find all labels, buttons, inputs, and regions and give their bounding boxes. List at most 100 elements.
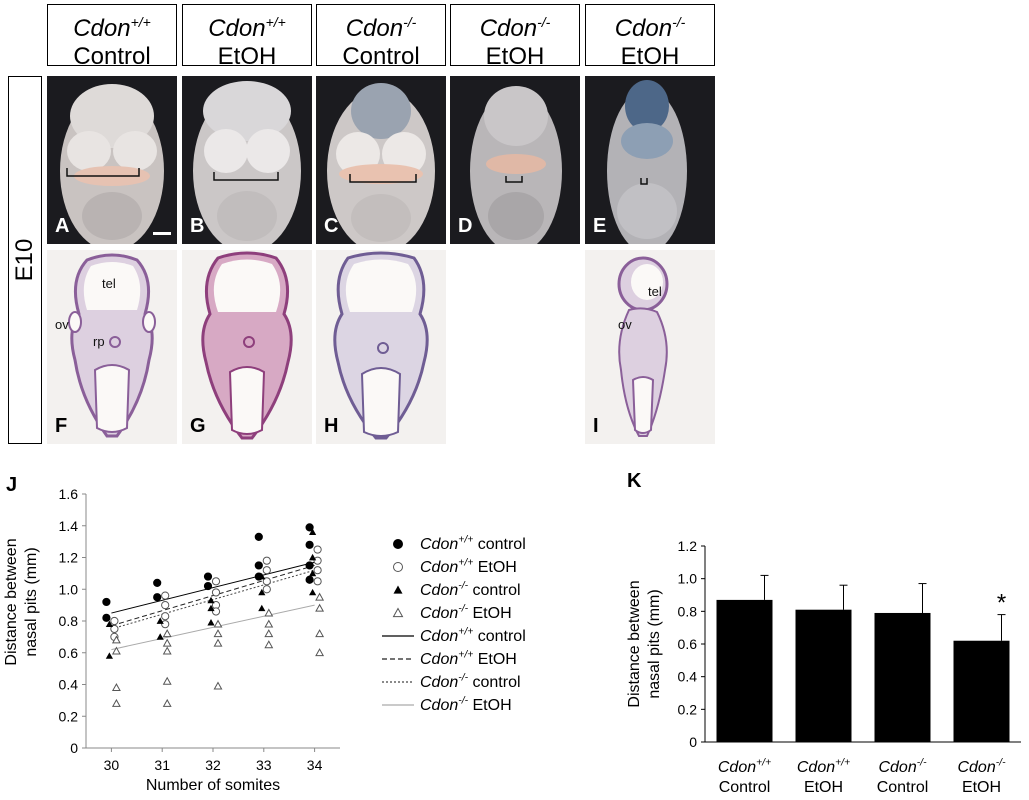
legend-marker — [392, 607, 404, 618]
point-filled-circle — [305, 540, 314, 549]
section-h: H — [316, 250, 446, 444]
header-genotype: +/+ — [265, 14, 286, 30]
column-header-1: Cdon+/+ Control — [47, 4, 177, 70]
point-filled-triangle — [207, 618, 215, 626]
point-open-circle — [110, 624, 119, 634]
point-open-circle — [262, 566, 271, 575]
y-tick-label: 0.2 — [59, 708, 79, 724]
panel-letter-d: D — [458, 215, 473, 237]
point-filled-circle — [305, 561, 314, 570]
header-gene: Cdon — [479, 15, 538, 42]
y-axis-label-line1: Distance between — [3, 538, 20, 665]
point-open-triangle — [264, 640, 274, 649]
category-genotype-label: Cdon+/+ — [797, 758, 850, 776]
y-tick-label: 0.6 — [678, 636, 698, 652]
panel-letter-g: G — [190, 415, 206, 437]
section-g: G — [182, 250, 312, 444]
header-genotype: -/- — [537, 14, 551, 30]
embryo-photo-d: D — [450, 76, 580, 244]
legend-series-label: Cdon+/+ EtOH — [420, 558, 517, 576]
x-tick-label: 31 — [154, 757, 170, 773]
x-tick-label: 33 — [256, 757, 272, 773]
fit-line-0 — [111, 561, 315, 614]
legend-series-label: Cdon-/- control — [420, 581, 521, 599]
fit-line-3 — [111, 604, 315, 651]
section-illustration — [333, 251, 429, 440]
chart-j-scatter: 0 0.2 0.4 0.6 0.8 1.0 1.2 1.4 1.6 30 31 32 33 34 Dis… — [3, 486, 526, 794]
point-filled-circle — [153, 578, 162, 588]
bar — [874, 612, 931, 742]
header-treatment: EtOH — [217, 43, 277, 70]
y-tick-label: 1.2 — [678, 538, 698, 554]
chart-k-bar: 00.20.40.60.81.01.2 * Cdon+/+ControlCdon… — [626, 538, 1021, 796]
y-axis-label-line2: nasal pits (mm) — [23, 547, 40, 656]
point-filled-triangle — [258, 588, 266, 596]
y-tick-label: 0.2 — [678, 701, 698, 717]
point-open-circle — [161, 601, 170, 610]
point-open-circle — [110, 616, 119, 626]
category-genotype-label: Cdon+/+ — [718, 758, 771, 776]
embryo-photo-a: A — [47, 76, 177, 244]
label-optic-vesicle: ov — [618, 317, 632, 332]
point-open-circle — [161, 612, 170, 621]
legend-marker — [393, 562, 403, 572]
section-illustration — [201, 251, 293, 440]
point-open-triangle — [264, 608, 274, 617]
panel-letter-i: I — [593, 415, 599, 437]
bar — [716, 599, 773, 742]
point-filled-triangle — [309, 553, 317, 561]
legend-fit-label: Cdon-/- control — [420, 673, 521, 691]
x-tick-label: 34 — [307, 757, 323, 773]
regression-lines — [111, 561, 315, 651]
y-tick-labels: 0 0.2 0.4 0.6 0.8 1.0 1.2 1.4 1.6 — [59, 486, 86, 756]
point-filled-triangle — [105, 620, 113, 628]
legend-marker — [393, 585, 403, 594]
point-open-circle — [211, 607, 221, 616]
category-genotype-label: Cdon-/- — [957, 758, 1006, 776]
bars: * — [716, 574, 1010, 742]
embryo-illustration — [470, 86, 562, 244]
point-open-triangle — [315, 592, 325, 601]
embryo-photo-b: B — [182, 76, 312, 244]
panel-letter-e: E — [593, 215, 607, 237]
bar — [953, 640, 1010, 742]
y-tick-label: 1.0 — [59, 581, 79, 597]
legend-marker — [393, 539, 403, 549]
point-filled-triangle — [207, 596, 215, 604]
point-open-triangle — [162, 676, 172, 685]
point-open-triangle — [111, 635, 121, 644]
header-gene: Cdon — [614, 15, 673, 42]
x-tick-label: 30 — [104, 757, 120, 773]
point-filled-triangle — [156, 617, 164, 624]
column-header-5: Cdon-/- EtOH — [585, 4, 715, 70]
point-open-circle — [262, 577, 271, 586]
point-filled-circle — [203, 581, 213, 591]
embryo-illustration — [193, 81, 301, 244]
point-filled-circle — [102, 613, 111, 622]
header-treatment: Control — [342, 43, 420, 70]
point-open-triangle — [213, 619, 223, 628]
panel-letter-h: H — [324, 415, 339, 437]
y-tick-label: 0.4 — [678, 669, 698, 685]
section-f: tel ov rp F — [47, 250, 177, 444]
point-open-triangle — [111, 683, 121, 692]
point-open-circle — [313, 556, 322, 565]
header-genotype: +/+ — [130, 14, 151, 30]
point-filled-circle — [305, 523, 314, 532]
point-open-circle — [262, 556, 271, 565]
point-open-circle — [161, 591, 170, 600]
point-filled-triangle — [156, 633, 164, 640]
panel-letter-b: B — [190, 215, 205, 237]
point-filled-circle — [254, 561, 263, 570]
point-filled-circle — [203, 572, 213, 581]
point-open-circle — [313, 545, 322, 554]
point-filled-circle — [254, 532, 263, 541]
point-open-triangle — [162, 638, 172, 647]
y-tick-label: 1.2 — [59, 550, 79, 566]
column-header-3: Cdon-/- Control — [316, 4, 446, 70]
legend-fit-label: Cdon-/- EtOH — [420, 696, 512, 714]
point-open-circle — [262, 585, 271, 594]
x-tick-label: 32 — [205, 757, 221, 773]
header-gene: Cdon — [208, 15, 266, 42]
point-open-triangle — [111, 646, 121, 655]
